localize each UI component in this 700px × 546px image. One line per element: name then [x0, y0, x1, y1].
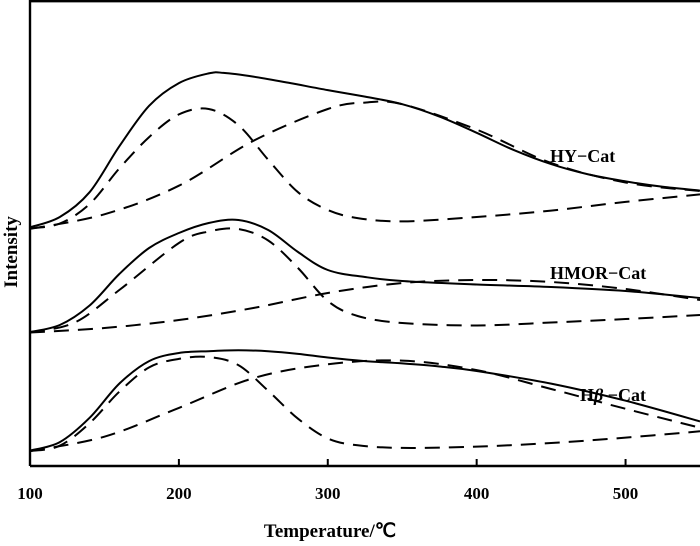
curves-layer — [29, 71, 700, 453]
x-tick-label-200: 200 — [166, 484, 192, 503]
measured-line-hmor — [29, 218, 700, 333]
fit-peak-hmor-2 — [29, 278, 700, 334]
measured-line-hbeta — [29, 349, 700, 452]
series-label-hbeta: Hβ −Cat — [580, 385, 646, 405]
x-ticks: 100 200 300 400 500 — [17, 459, 638, 503]
x-tick-label-400: 400 — [464, 484, 490, 503]
x-tick-label-500: 500 — [613, 484, 639, 503]
series-label-hmor: HMOR−Cat — [550, 263, 646, 283]
fit-peak-hy-1 — [29, 107, 700, 230]
x-axis-label: Temperature/℃ — [264, 521, 396, 542]
series-label-hy: HY−Cat — [550, 146, 615, 166]
x-tick-label-100: 100 — [17, 484, 43, 503]
fit-peak-hmor-1 — [29, 227, 700, 334]
y-axis-label: Intensity — [1, 216, 22, 288]
fit-peak-hbeta-1 — [29, 355, 700, 453]
measured-line-hy — [29, 71, 700, 229]
x-tick-label-300: 300 — [315, 484, 341, 503]
